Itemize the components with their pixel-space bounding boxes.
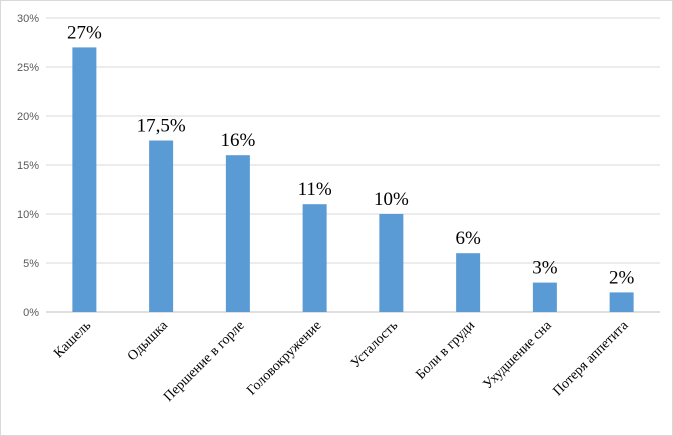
data-label: 27% [67,22,102,43]
x-tick-label: Головокружение [244,318,324,398]
data-label: 11% [298,179,332,200]
x-tick-label: Першение в горле [161,318,248,405]
bar [532,282,557,312]
data-label: 2% [609,267,635,288]
x-tick-label: Ухудшение сна [481,318,556,393]
bar [149,140,174,312]
x-tick-label: Кашель [51,318,94,361]
bar [225,155,250,312]
y-tick-label: 10% [17,209,39,221]
x-tick-label: Одышка [125,318,172,365]
data-label: 17,5% [137,116,186,137]
data-label: 16% [220,130,255,151]
x-tick-label: Боли в груди [413,318,478,383]
data-label: 3% [532,258,558,279]
bar [72,47,97,313]
y-tick-label: 20% [17,111,39,123]
bar [379,214,404,312]
x-tick-label: Потеря аппетита [550,318,632,400]
y-tick-label: 15% [17,160,39,172]
bar [456,253,481,312]
y-tick-label: 5% [23,258,39,270]
y-tick-label: 30% [17,13,39,25]
y-tick-label: 0% [23,307,39,319]
bar [302,204,327,312]
data-label: 6% [455,228,481,249]
data-label: 10% [374,189,409,210]
bar [609,292,634,312]
y-tick-label: 25% [17,62,39,74]
x-tick-label: Усталость [348,318,401,371]
